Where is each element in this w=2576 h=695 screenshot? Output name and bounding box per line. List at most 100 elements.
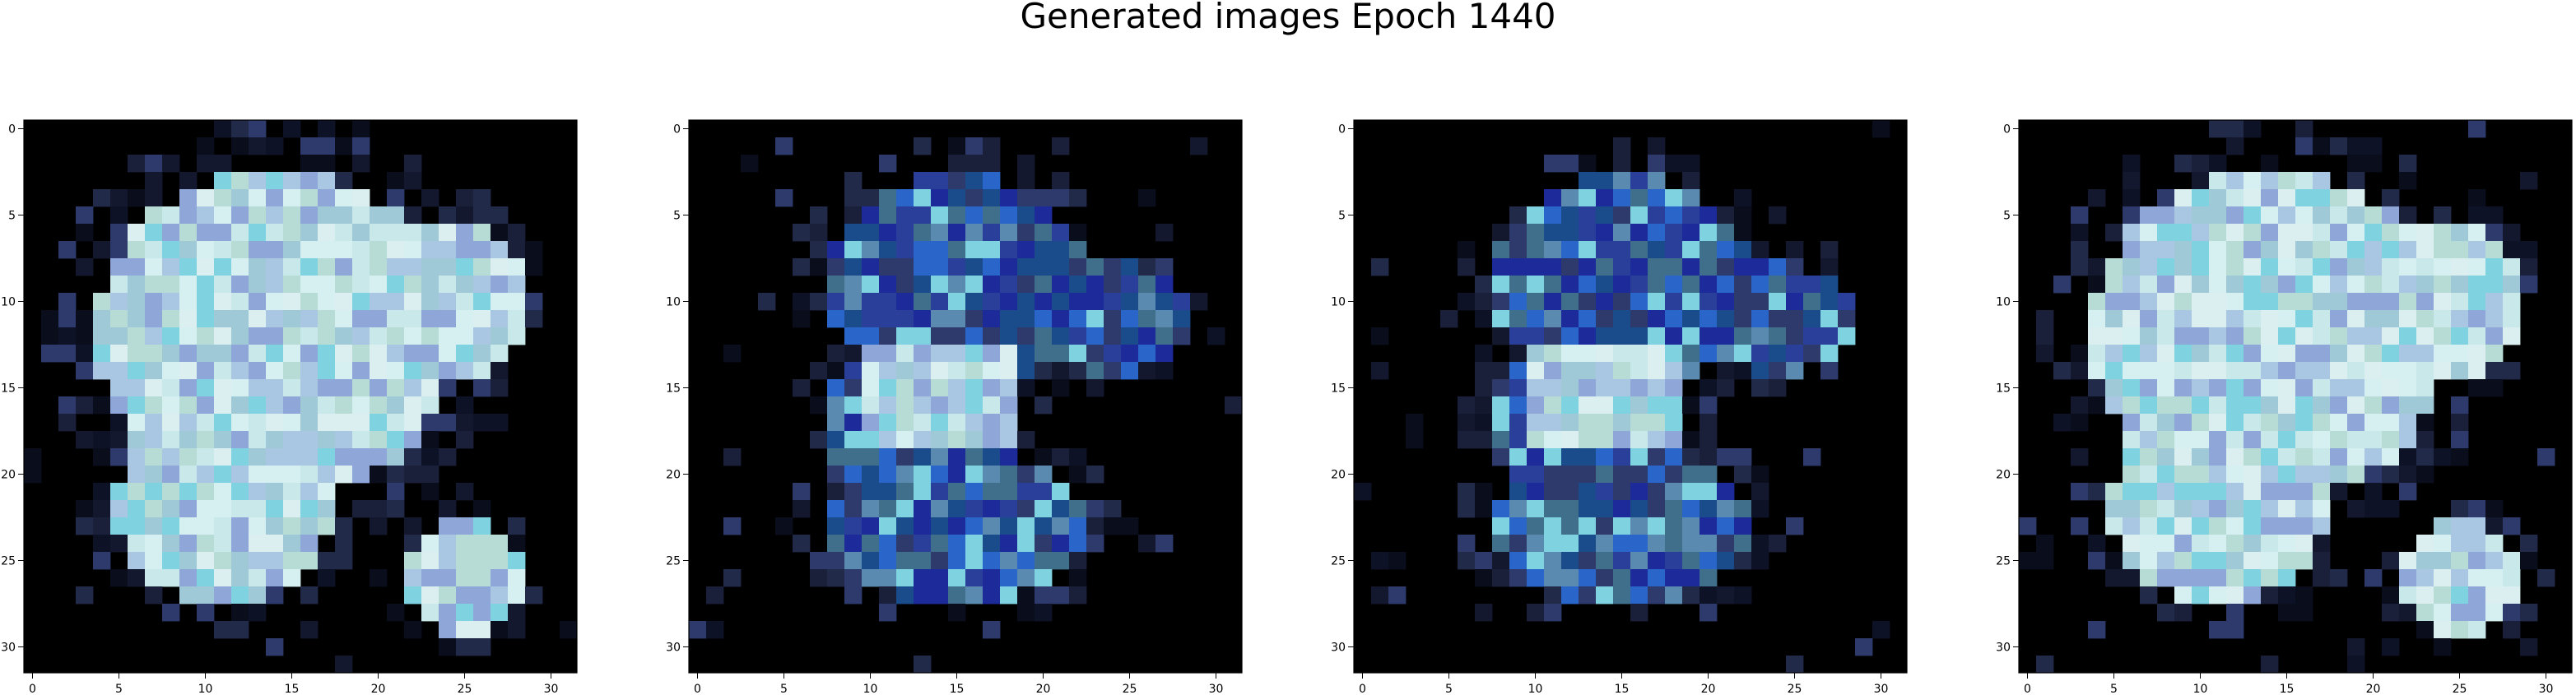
pixel-cell [2278,586,2296,605]
pixel-cell [300,466,319,484]
pixel-cell [179,172,198,190]
pixel-cell [179,189,198,207]
pixel-cell [318,137,336,155]
pixel-cell [1665,258,1683,276]
pixel-cell [2209,258,2227,276]
pixel-cell [2416,552,2434,570]
pixel-cell [2278,604,2296,622]
pixel-cell [1648,172,1666,190]
pixel-cell [948,172,966,190]
pixel-cell [2192,224,2210,242]
pixel-cell [2209,345,2227,363]
pixel-cell [948,483,966,501]
pixel-cell [404,379,422,397]
pixel-cell [421,276,439,294]
pixel-cell [1440,310,1458,328]
pixel-cell [844,206,863,225]
pixel-cell [2399,241,2417,259]
pixel-cell [1104,327,1122,345]
y-tick-label: 20 [1,469,16,482]
pixel-cell [2416,586,2434,605]
pixel-cell [2071,483,2089,501]
pixel-cell [387,396,405,415]
pixel-cell [914,414,932,432]
x-tick-label: 15 [285,683,300,695]
pixel-cell [1682,586,1700,605]
pixel-cell [2313,293,2331,311]
pixel-cell [2278,448,2296,466]
pixel-cell [2123,362,2141,380]
pixel-cell [2088,310,2106,328]
pixel-cell [266,137,284,155]
pixel-cell [2278,414,2296,432]
pixel-cell [370,448,388,466]
pixel-cell [1052,483,1070,501]
pixel-cell [1388,586,1407,605]
pixel-cell [335,327,353,345]
pixel-cell [948,155,966,173]
pixel-cell [473,206,491,225]
pixel-cell [249,327,267,345]
pixel-cell [2347,362,2365,380]
pixel-cell [352,431,370,449]
pixel-cell [1613,137,1631,155]
pixel-cell [352,327,370,345]
pixel-cell [2330,379,2348,397]
pixel-cell [2226,224,2244,242]
pixel-cell [2468,120,2486,138]
pixel-cell [2071,448,2089,466]
pixel-cell [491,414,509,432]
x-tick-label: 20 [371,683,386,695]
pixel-cell [2157,396,2175,415]
pixel-cell [266,327,284,345]
pixel-cell [1838,327,1856,345]
y-tick-label: 20 [1331,469,1346,482]
pixel-cell [2226,276,2244,294]
pixel-cell [862,569,880,587]
pixel-cell [1820,362,1839,380]
pixel-cell [914,586,932,605]
x-tick-label: 10 [1528,683,1543,695]
pixel-cell [318,431,336,449]
pixel-cell [439,224,457,242]
pixel-cell [1406,414,1424,432]
pixel-cell [2451,448,2469,466]
pixel-cell [2416,310,2434,328]
pixel-cell [948,535,966,553]
pixel-cell [1069,345,1087,363]
pixel-cell [2174,206,2192,225]
pixel-cell [2278,535,2296,553]
pixel-cell [2105,552,2123,570]
x-tick-label: 30 [1874,683,1889,695]
pixel-cell [491,535,509,553]
pixel-cell [810,431,828,449]
pixel-cell [300,172,319,190]
pixel-cell [335,137,353,155]
pixel-cell [439,362,457,380]
pixel-cell [2399,396,2417,415]
pixel-cell [2123,552,2141,570]
pixel-cell [1700,241,1718,259]
pixel-cell [2313,431,2331,449]
pixel-cell [1544,224,1562,242]
pixel-cell [439,448,457,466]
pixel-cell [844,276,863,294]
pixel-cell [1630,379,1648,397]
pixel-cell [1717,224,1735,242]
pixel-cell [456,258,474,276]
pixel-cell [827,431,845,449]
pixel-cell [2520,535,2538,553]
pixel-cell [1579,448,1597,466]
pixel-cell [793,224,811,242]
pixel-cell [914,396,932,415]
pixel-cell [145,535,163,553]
pixel-cell [914,466,932,484]
pixel-cell [110,500,128,518]
pixel-cell [1475,362,1493,380]
pixel-cell [1527,224,1545,242]
pixel-cell [370,224,388,242]
pixel-cell [2226,466,2244,484]
pixel-cell [879,241,897,259]
y-tick-label: 0 [2003,123,2011,137]
pixel-cell [231,569,249,587]
